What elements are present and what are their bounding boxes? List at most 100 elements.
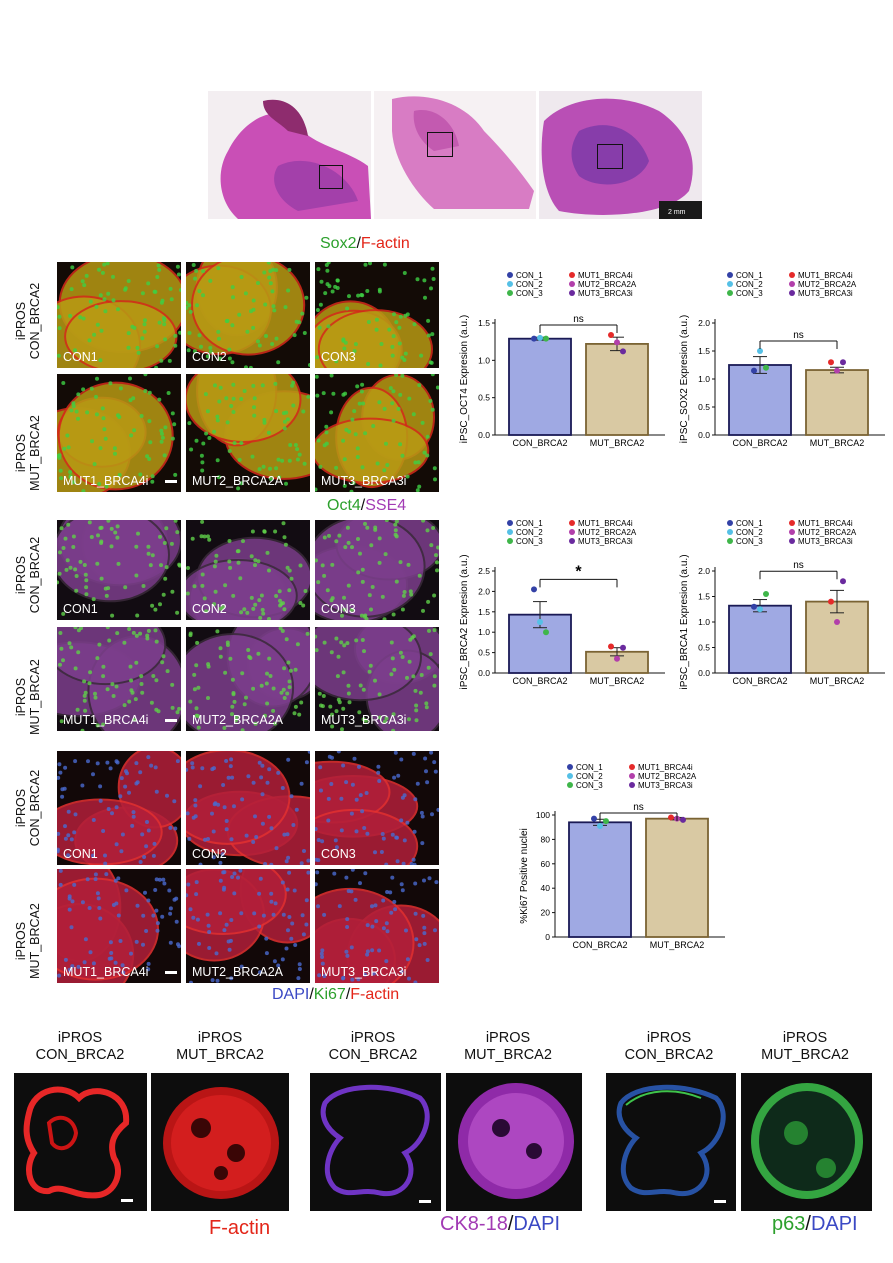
- data-point: [597, 822, 603, 829]
- y-tick-label: 2.5: [478, 566, 490, 576]
- chart-sox2: CON_1 CON_2 CON_3 MUT1_BRCA4i MUT2_BRCA2A MUT…: [665, 265, 893, 465]
- significance-label: ns: [573, 314, 584, 325]
- data-point: [543, 335, 549, 342]
- legend-label: MUT1_BRCA4i: [578, 519, 633, 528]
- legend-label: CON_3: [736, 537, 763, 546]
- organoid-heading: iPROS CON_BRCA2: [35, 1030, 125, 1063]
- legend-label: CON_2: [736, 280, 763, 289]
- significance-label: ns: [633, 802, 644, 813]
- legend-label: MUT3_BRCA3i: [798, 537, 853, 546]
- y-tick-label: 1.0: [698, 617, 710, 627]
- micrograph-oct4-mut1: MUT1_BRCA4i: [57, 627, 181, 731]
- legend-marker: [567, 764, 573, 770]
- scale-bar: [714, 1200, 726, 1203]
- significance-label: ns: [793, 560, 804, 571]
- data-point: [840, 359, 846, 366]
- data-point: [680, 816, 686, 823]
- sample-label: CON2: [192, 602, 227, 616]
- legend-label: CON_2: [516, 280, 543, 289]
- legend-marker: [629, 764, 635, 770]
- chart-brca1: CON_1 CON_2 CON_3 MUT1_BRCA4i MUT2_BRCA2A MUT…: [665, 513, 893, 703]
- y-tick-label: 1.0: [698, 374, 710, 384]
- significance-label: *: [575, 563, 582, 580]
- data-point: [763, 364, 769, 371]
- micrograph-oct4-con3: CON3: [315, 520, 439, 620]
- x-tick-label: MUT_BRCA2: [590, 676, 645, 686]
- x-tick-label: CON_BRCA2: [572, 940, 627, 950]
- y-tick-label: 0.0: [478, 430, 490, 440]
- x-tick-label: MUT_BRCA2: [590, 438, 645, 448]
- chart-oct4: CON_1 CON_2 CON_3 MUT1_BRCA4i MUT2_BRCA2A MUT…: [445, 265, 675, 465]
- legend-label: MUT2_BRCA2A: [638, 772, 697, 781]
- x-tick-label: CON_BRCA2: [512, 438, 567, 448]
- legend-label: MUT2_BRCA2A: [798, 528, 857, 537]
- micrograph-oct4-mut3: MUT3_BRCA3i: [315, 627, 439, 731]
- organoid-image-ck818-mut: [446, 1073, 582, 1211]
- scale-bar: [165, 480, 177, 483]
- legend-label: CON_1: [576, 763, 603, 772]
- data-point: [591, 815, 597, 822]
- legend-label: CON_3: [736, 289, 763, 298]
- scale-bar: [165, 971, 177, 974]
- x-tick-label: CON_BRCA2: [732, 676, 787, 686]
- y-tick-label: 60: [541, 859, 551, 869]
- x-tick-label: MUT_BRCA2: [810, 438, 865, 448]
- y-tick-label: 80: [541, 834, 551, 844]
- legend-marker: [789, 520, 795, 526]
- data-point: [614, 655, 620, 662]
- organoid-image-factin-mut: [151, 1073, 289, 1211]
- x-tick-label: CON_BRCA2: [732, 438, 787, 448]
- y-tick-label: 1.0: [478, 355, 490, 365]
- micrograph-sox2-mut1: MUT1_BRCA4i: [57, 374, 181, 492]
- data-point: [620, 348, 626, 355]
- organoid-image-p63-con: [606, 1073, 736, 1211]
- y-tick-label: 1.5: [478, 607, 490, 617]
- legend-marker: [569, 272, 575, 278]
- organoid-image-p63-mut: [741, 1073, 872, 1211]
- chart-ki67: CON_1 CON_2 CON_3 MUT1_BRCA4i MUT2_BRCA2A MUT…: [505, 757, 735, 967]
- data-point: [531, 586, 537, 593]
- legend-label: MUT2_BRCA2A: [578, 280, 637, 289]
- row-label: iPROS MUT_BRCA2: [14, 659, 42, 735]
- sample-label: CON1: [63, 350, 98, 364]
- legend-label: MUT3_BRCA3i: [798, 289, 853, 298]
- legend-label: CON_2: [576, 772, 603, 781]
- legend-marker: [789, 281, 795, 287]
- y-tick-label: 2.0: [698, 318, 710, 328]
- legend-label: MUT1_BRCA4i: [798, 519, 853, 528]
- legend-label: MUT2_BRCA2A: [798, 280, 857, 289]
- y-tick-label: 1.5: [478, 318, 490, 328]
- row-label: iPROS MUT_BRCA2: [14, 415, 42, 491]
- y-tick-label: 100: [536, 810, 550, 820]
- y-tick-label: 0.5: [698, 402, 710, 412]
- micrograph-ki67-con1: CON1: [57, 751, 181, 865]
- data-point: [614, 339, 620, 346]
- bar: [568, 821, 632, 938]
- data-point: [834, 619, 840, 625]
- legend-marker: [507, 281, 513, 287]
- legend-label: CON_3: [516, 537, 543, 546]
- sample-label: MUT3_BRCA3i: [321, 713, 407, 727]
- organoid-image-ck818-con: [310, 1073, 441, 1211]
- stain-legend-ck818: CK8-18/DAPI: [440, 1213, 561, 1235]
- legend-marker: [507, 520, 513, 526]
- legend-marker: [569, 529, 575, 535]
- y-tick-label: 2.0: [478, 586, 490, 596]
- legend-marker: [727, 529, 733, 535]
- data-point: [543, 629, 549, 636]
- scale-bar: [419, 1200, 431, 1203]
- legend-marker: [569, 290, 575, 296]
- data-point: [608, 331, 614, 338]
- y-axis-label: iPSC_OCT4 Expresion (a.u.): [459, 315, 470, 443]
- sample-label: CON3: [321, 847, 356, 861]
- micrograph-sox2-mut2: MUT2_BRCA2A: [186, 374, 310, 492]
- sample-label: CON1: [63, 847, 98, 861]
- organoid-image-factin-con: [14, 1073, 147, 1211]
- sample-label: MUT3_BRCA3i: [321, 474, 407, 488]
- data-point: [763, 590, 769, 597]
- legend-label: CON_2: [516, 528, 543, 537]
- organoid-heading: iPROS MUT_BRCA2: [464, 1030, 552, 1063]
- legend-marker: [569, 520, 575, 526]
- legend-marker: [789, 290, 795, 296]
- legend-label: MUT1_BRCA4i: [638, 763, 693, 772]
